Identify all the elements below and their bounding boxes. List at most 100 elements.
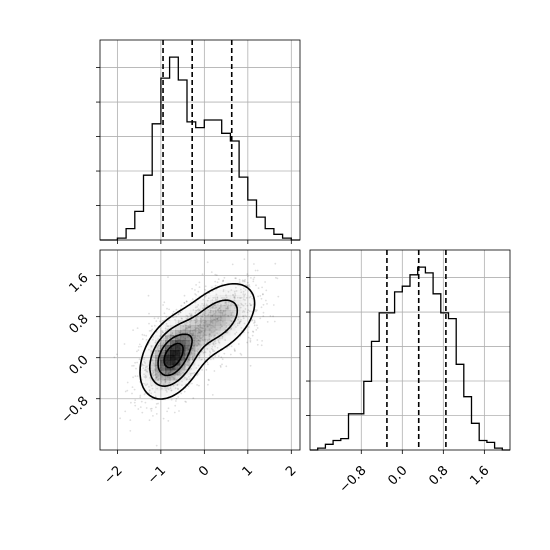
scatter-point: [216, 297, 219, 299]
scatter-point: [242, 304, 245, 307]
scatter-point: [156, 373, 158, 375]
scatter-point: [195, 284, 198, 286]
scatter-point: [167, 276, 169, 278]
scatter-point: [170, 389, 173, 392]
density-cell: [225, 340, 231, 346]
scatter-point: [207, 363, 209, 366]
scatter-point: [196, 341, 199, 344]
density-cell: [205, 300, 211, 306]
scatter-point: [216, 346, 219, 349]
scatter-point: [152, 374, 155, 377]
density-cell: [205, 295, 211, 301]
scatter-point: [242, 280, 244, 283]
scatter-point: [251, 319, 253, 322]
scatter-point: [154, 373, 157, 376]
density-cell: [145, 360, 151, 366]
scatter-point: [208, 334, 211, 337]
scatter-point: [185, 324, 188, 327]
density-cell: [155, 355, 161, 361]
scatter-point: [195, 340, 198, 343]
scatter-point: [136, 375, 139, 377]
scatter-point: [210, 330, 213, 333]
scatter-point: [194, 289, 196, 291]
scatter-point: [155, 350, 158, 352]
scatter-point: [196, 344, 199, 347]
scatter-point: [216, 308, 219, 311]
scatter-point: [196, 335, 199, 338]
scatter-point: [240, 327, 243, 329]
scatter-point: [242, 317, 245, 320]
scatter-point: [201, 316, 203, 318]
y-marginal-x-tick-label-0: −0.8: [337, 463, 370, 496]
scatter-point: [186, 314, 188, 317]
density-cell: [185, 365, 191, 371]
scatter-point: [198, 343, 201, 346]
scatter-point: [264, 281, 266, 283]
scatter-point: [208, 324, 211, 326]
density-cell: [220, 345, 226, 351]
scatter-point: [213, 334, 216, 337]
scatter-point: [135, 367, 137, 370]
scatter-point: [155, 320, 158, 322]
density-cell: [235, 320, 241, 326]
scatter-point: [191, 314, 193, 317]
scatter-point: [209, 351, 212, 354]
scatter-point: [257, 295, 259, 298]
density-cell: [230, 315, 236, 321]
scatter-point: [194, 319, 197, 322]
scatter-point: [217, 339, 220, 342]
density-cell: [230, 305, 236, 311]
scatter-point: [191, 298, 194, 300]
scatter-point: [243, 296, 245, 298]
scatter-point: [177, 388, 180, 391]
scatter-point: [157, 375, 160, 377]
density-cell: [205, 330, 211, 336]
scatter-point: [260, 344, 263, 347]
scatter-point: [212, 306, 215, 308]
scatter-point: [188, 326, 190, 329]
scatter-point: [173, 378, 175, 381]
scatter-point: [206, 325, 209, 327]
density-cell: [195, 325, 201, 331]
scatter-point: [206, 347, 209, 350]
scatter-point: [242, 310, 245, 312]
density-cell: [160, 335, 166, 341]
density-cell: [220, 335, 226, 341]
scatter-point: [216, 332, 219, 335]
density-cell: [230, 325, 236, 331]
scatter-point: [151, 398, 154, 401]
scatter-point: [164, 381, 167, 384]
scatter-point: [277, 295, 280, 298]
scatter-point: [220, 309, 222, 312]
density-cell: [240, 295, 246, 301]
scatter-point: [150, 350, 153, 353]
density-cell: [160, 385, 166, 391]
scatter-point: [198, 310, 200, 312]
scatter-point: [212, 350, 214, 352]
scatter-point: [134, 361, 137, 364]
scatter-point: [200, 327, 203, 329]
scatter-point: [246, 284, 249, 287]
scatter-point: [221, 335, 224, 338]
scatter-point: [205, 334, 207, 337]
scatter-point: [220, 317, 223, 320]
density-cell: [220, 285, 226, 291]
scatter-point: [183, 390, 186, 393]
scatter-point: [173, 377, 176, 380]
scatter-point: [225, 331, 228, 334]
scatter-point: [197, 373, 199, 375]
scatter-point: [227, 306, 229, 309]
scatter-point: [212, 310, 215, 313]
scatter-point: [203, 343, 206, 346]
scatter-point: [133, 401, 136, 404]
scatter-point: [217, 309, 220, 312]
density-cell: [230, 310, 236, 316]
density-cell: [155, 375, 161, 381]
density-cell: [150, 330, 156, 336]
scatter-point: [242, 293, 245, 295]
scatter-point: [199, 324, 202, 326]
density-cell: [155, 370, 161, 376]
scatter-point: [202, 313, 205, 315]
scatter-point: [234, 296, 236, 299]
scatter-point: [167, 388, 170, 390]
